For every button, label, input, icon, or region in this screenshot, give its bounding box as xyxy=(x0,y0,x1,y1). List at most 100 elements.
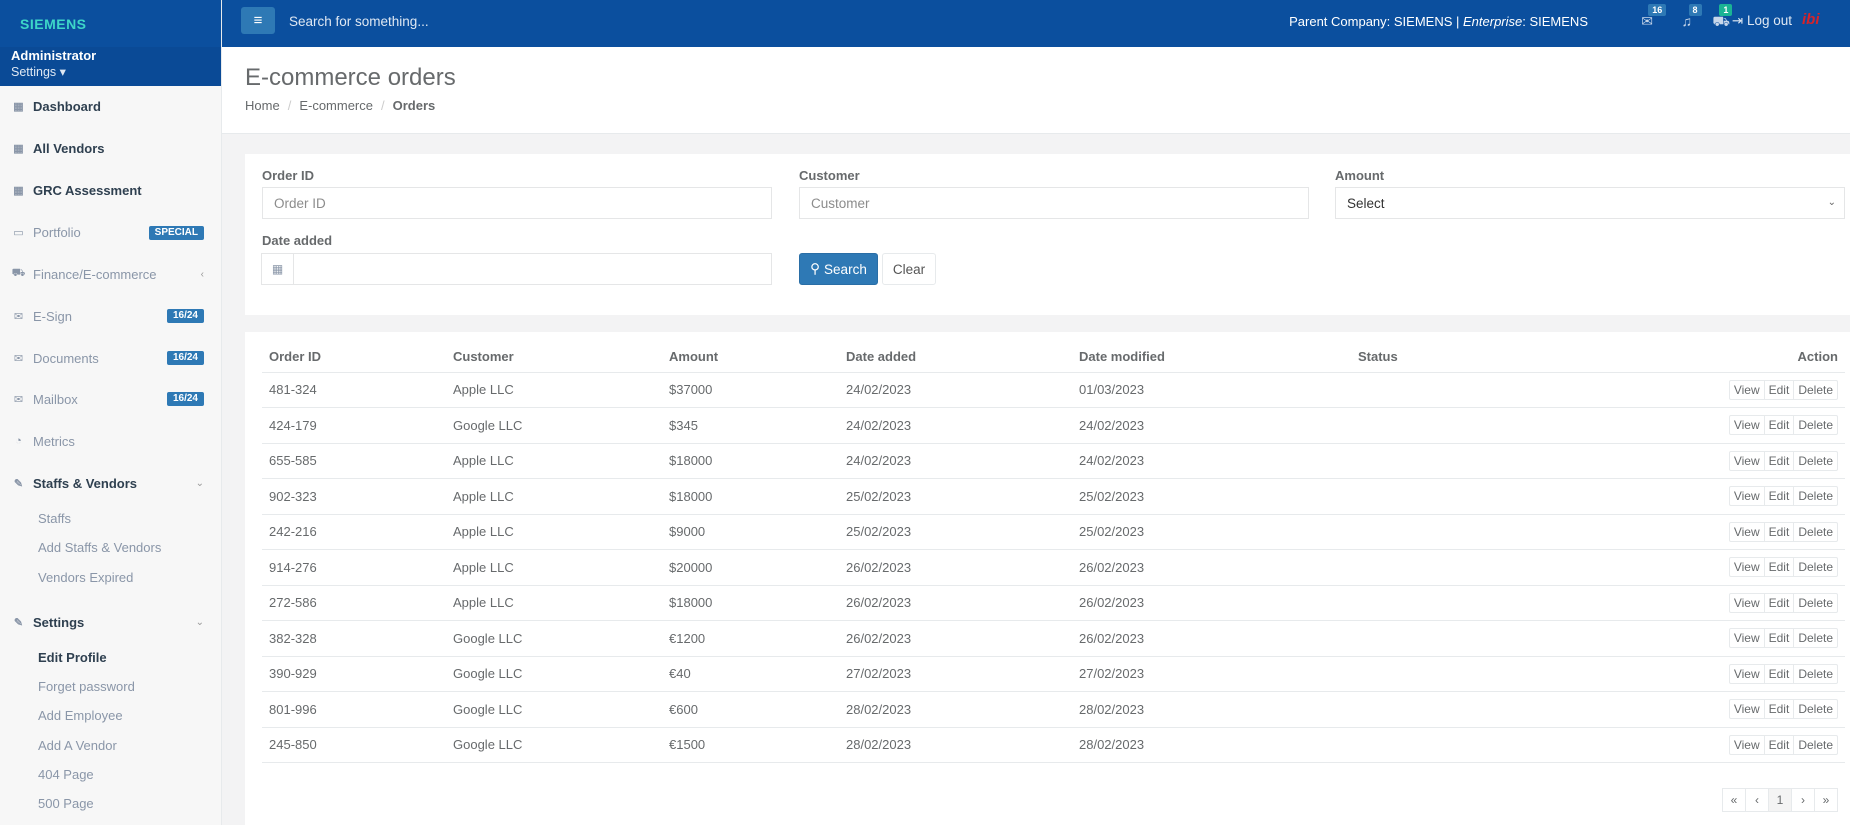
sidebar-subitem-add-employee[interactable]: Add Employee xyxy=(38,708,123,723)
column-header-status[interactable]: Status xyxy=(1351,341,1551,373)
sidebar-item-documents[interactable]: ✉ Documents 16/24 xyxy=(0,343,222,373)
edit-button[interactable]: Edit xyxy=(1763,663,1795,684)
column-header-amount[interactable]: Amount xyxy=(662,341,839,373)
sidebar-item-finance-ecommerce[interactable]: ⛟ Finance/E-commerce ‹ xyxy=(0,259,222,289)
hamburger-icon: ≡ xyxy=(253,12,263,29)
page-number-button[interactable]: 1 xyxy=(1768,788,1792,812)
global-search-input[interactable] xyxy=(289,9,689,33)
cart-button[interactable]: ⛟ 1 xyxy=(1712,4,1733,32)
column-header-order-id[interactable]: Order ID xyxy=(262,341,446,373)
delete-button[interactable]: Delete xyxy=(1793,592,1838,613)
view-button[interactable]: View xyxy=(1728,415,1765,436)
calendar-icon[interactable]: ▦ xyxy=(261,253,294,285)
view-button[interactable]: View xyxy=(1728,734,1765,755)
sidebar-subitem-edit-profile[interactable]: Edit Profile xyxy=(38,650,107,665)
notifications-button[interactable]: ♫ 8 xyxy=(1682,4,1702,29)
delete-button[interactable]: Delete xyxy=(1793,486,1838,507)
view-button[interactable]: View xyxy=(1728,557,1765,578)
view-button[interactable]: View xyxy=(1728,663,1765,684)
menu-toggle-button[interactable]: ≡ xyxy=(241,7,275,34)
delete-button[interactable]: Delete xyxy=(1793,521,1838,542)
order-id-input[interactable] xyxy=(262,187,772,219)
sidebar-item-metrics[interactable]: ◔ Metrics xyxy=(0,426,222,456)
chevron-left-icon: ‹ xyxy=(200,268,204,280)
cell-date-added: 25/02/2023 xyxy=(839,478,1072,515)
delete-button[interactable]: Delete xyxy=(1793,628,1838,649)
delete-button[interactable]: Delete xyxy=(1793,379,1838,400)
page-first-button[interactable]: « xyxy=(1722,788,1746,812)
sidebar-item-e-sign[interactable]: ✉ E-Sign 16/24 xyxy=(0,301,222,331)
sidebar-item-all-vendors[interactable]: ▦ All Vendors xyxy=(0,133,222,163)
sidebar-subitem-staffs[interactable]: Staffs xyxy=(38,511,72,526)
page-prev-button[interactable]: ‹ xyxy=(1745,788,1769,812)
search-button[interactable]: ⚲ Search xyxy=(799,253,878,285)
edit-button[interactable]: Edit xyxy=(1763,592,1795,613)
cell-date-modified: 27/02/2023 xyxy=(1072,656,1351,692)
sidebar-item-grc-assessment[interactable]: ▦ GRC Assessment xyxy=(0,175,222,205)
cell-date-modified: 28/02/2023 xyxy=(1072,691,1351,728)
cell-amount: $18000 xyxy=(662,585,839,621)
column-header-customer[interactable]: Customer xyxy=(446,341,662,373)
sidebar-subitem-add-staffs-vendors[interactable]: Add Staffs & Vendors xyxy=(38,540,162,555)
view-button[interactable]: View xyxy=(1728,379,1765,400)
view-button[interactable]: View xyxy=(1728,521,1765,542)
edit-button[interactable]: Edit xyxy=(1763,557,1795,578)
sidebar-item-mailbox[interactable]: ✉ Mailbox 16/24 xyxy=(0,384,222,414)
edit-button[interactable]: Edit xyxy=(1763,450,1795,471)
column-header-date-added[interactable]: Date added xyxy=(839,341,1072,373)
user-settings-label: Settings xyxy=(11,65,57,79)
envelope-icon: ✉ xyxy=(13,393,24,406)
delete-button[interactable]: Delete xyxy=(1793,450,1838,471)
logout-link[interactable]: ⇥ Log out xyxy=(1732,13,1792,29)
user-settings-dropdown[interactable]: Settings ▾ xyxy=(11,64,210,80)
sidebar-subitem-500-page[interactable]: 500 Page xyxy=(38,796,94,811)
customer-input[interactable] xyxy=(799,187,1309,219)
sidebar-item-settings[interactable]: ✎ Settings ⌄ xyxy=(0,607,222,637)
delete-button[interactable]: Delete xyxy=(1793,557,1838,578)
cell-action: View Edit Delete xyxy=(1551,372,1845,408)
edit-button[interactable]: Edit xyxy=(1763,486,1795,507)
count-badge: 16/24 xyxy=(166,309,204,323)
sidebar-subitem-vendors-expired[interactable]: Vendors Expired xyxy=(38,570,134,585)
column-header-date-modified[interactable]: Date modified xyxy=(1072,341,1351,373)
edit-button[interactable]: Edit xyxy=(1763,521,1795,542)
view-button[interactable]: View xyxy=(1728,486,1765,507)
sidebar-item-staffs-vendors[interactable]: ✎ Staffs & Vendors ⌄ xyxy=(0,468,222,498)
edit-button[interactable]: Edit xyxy=(1763,628,1795,649)
delete-button[interactable]: Delete xyxy=(1793,734,1838,755)
sidebar-item-dashboard[interactable]: ▦ Dashboard xyxy=(0,91,222,121)
delete-button[interactable]: Delete xyxy=(1793,663,1838,684)
page-next-button[interactable]: › xyxy=(1791,788,1815,812)
edit-button[interactable]: Edit xyxy=(1763,379,1795,400)
edit-button[interactable]: Edit xyxy=(1763,699,1795,720)
clear-button[interactable]: Clear xyxy=(882,253,936,285)
breadcrumb-home[interactable]: Home xyxy=(245,98,280,113)
date-added-input[interactable] xyxy=(293,253,772,285)
sidebar-subitem-add-vendor[interactable]: Add A Vendor xyxy=(38,738,117,753)
edit-button[interactable]: Edit xyxy=(1763,734,1795,755)
partner-logo: ibi xyxy=(1802,11,1850,28)
count-badge: 16/24 xyxy=(166,392,204,406)
delete-button[interactable]: Delete xyxy=(1793,415,1838,436)
amount-select[interactable]: Select ⌄ xyxy=(1335,187,1845,219)
page-last-button[interactable]: » xyxy=(1814,788,1838,812)
sidebar-item-portfolio[interactable]: ▭ Portfolio SPECIAL xyxy=(0,217,222,247)
edit-button[interactable]: Edit xyxy=(1763,415,1795,436)
cell-status xyxy=(1351,407,1551,444)
view-button[interactable]: View xyxy=(1728,699,1765,720)
breadcrumb-ecommerce[interactable]: E-commerce xyxy=(299,98,373,113)
sidebar-subitem-forget-password[interactable]: Forget password xyxy=(38,679,135,694)
table-row: 382-328 Google LLC €1200 26/02/2023 26/02/20… xyxy=(262,620,1845,657)
cell-date-modified: 26/02/2023 xyxy=(1072,620,1351,657)
cell-amount: $9000 xyxy=(662,514,839,550)
sidebar-subitem-404-page[interactable]: 404 Page xyxy=(38,767,94,782)
brand-logo[interactable]: SIEMENS xyxy=(0,0,221,47)
view-button[interactable]: View xyxy=(1728,592,1765,613)
sidebar-item-label: Mailbox xyxy=(33,391,78,407)
view-button[interactable]: View xyxy=(1728,450,1765,471)
breadcrumb-separator: / xyxy=(287,98,292,113)
messages-button[interactable]: ✉ 16 xyxy=(1641,4,1667,30)
delete-button[interactable]: Delete xyxy=(1793,699,1838,720)
cell-action: View Edit Delete xyxy=(1551,691,1845,728)
view-button[interactable]: View xyxy=(1728,628,1765,649)
